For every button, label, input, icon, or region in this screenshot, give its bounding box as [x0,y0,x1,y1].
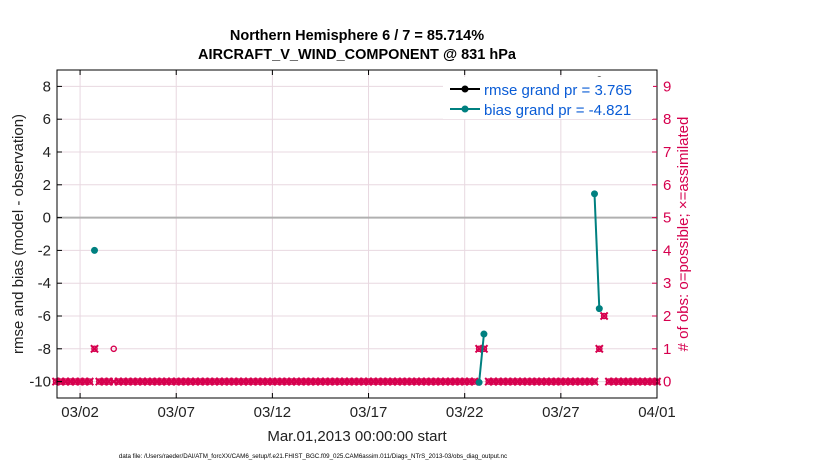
bias-point [591,190,598,198]
x-tick-label: 03/07 [157,404,195,421]
obs-possible-marker [86,378,93,385]
obs-assimilated-marker [85,377,94,386]
plot-area-frame [56,69,658,399]
y-axis-left-label: rmse and bias (model - observation) [10,114,27,354]
y-axis-right-ticks: 0 1 2 3 4 5 6 7 8 9 [652,78,671,391]
y2-tick-label: 2 [663,308,671,325]
chart-title: Northern Hemisphere 6 / 7 = 85.714% [230,28,484,44]
bias-line [593,193,601,309]
x-tick-label: 03/17 [350,404,388,421]
bias-point [480,330,488,338]
x-tick-label: 04/01 [638,404,676,421]
bias-point [91,246,98,254]
y-tick-label: -6 [38,308,51,325]
y-tick-label: 4 [43,144,51,161]
y2-tick-label: 0 [663,374,671,391]
y-axis-right-label: # of obs: o=possible; ×=assimilated [675,117,692,352]
obs-possible-marker [591,378,598,385]
y2-tick-label: 9 [663,78,671,95]
legend-box [443,77,653,119]
y-tick-label: -10 [29,374,51,391]
chart-subtitle: AIRCRAFT_V_WIND_COMPONENT @ 831 hPa [198,47,517,63]
grid-lines [57,70,658,398]
y2-tick-label: 8 [663,111,671,128]
y-tick-label: -4 [38,275,51,292]
legend-bias-label: bias grand pr = -4.821 [484,102,631,119]
obs-possible-marker [91,345,98,353]
y-tick-label: 0 [43,210,51,227]
y-tick-label: 2 [43,177,51,194]
obs-assimilated-marker [590,377,599,386]
legend-rmse-label: rmse grand pr = 3.765 [484,82,632,99]
bias-line [478,333,485,383]
bias-point [475,378,483,386]
obs-possible-marker [600,312,608,320]
x-tick-label: 03/12 [254,404,292,421]
legend: rmse grand pr = 3.765 bias grand pr = -4… [443,77,653,119]
y2-tick-label: 6 [663,177,671,194]
x-axis-label: Mar.01,2013 00:00:00 start [267,428,447,445]
y2-tick-label: 4 [663,242,671,259]
x-axis-ticks: 03/02 03/07 03/12 03/17 03/22 03/27 04/01 [61,70,676,421]
x-tick-label: 03/02 [61,404,99,421]
rmse-bias-series [91,76,603,386]
y-tick-label: -8 [38,341,51,358]
obs-possible-marker [596,345,603,353]
x-tick-label: 03/22 [446,404,484,421]
obs-possible-marker [480,345,488,353]
bias-point [595,305,603,313]
observation-count-series [51,311,662,386]
legend-rmse-swatch-marker [461,85,469,93]
y-tick-label: 6 [43,111,51,128]
y2-tick-label: 3 [663,275,671,292]
y2-tick-label: 1 [663,341,671,358]
obs-assimilated-marker [90,344,99,354]
obs-possible-marker [110,345,118,353]
y-tick-label: -2 [38,242,51,259]
obs-assimilated-marker [599,311,609,321]
y-tick-label: 8 [43,78,51,95]
y-axis-left-ticks: -10 -8 -6 -4 -2 0 2 4 6 8 [29,78,62,391]
obs-assimilated-marker [595,344,604,354]
legend-bias-swatch-marker [461,105,469,113]
y2-tick-label: 5 [663,210,671,227]
y2-tick-label: 7 [663,144,671,161]
data-file-footer: data file: /Users/raeder/DAI/ATM_forcXX/… [119,453,507,460]
x-tick-label: 03/27 [542,404,580,421]
obs-possible-marker [105,378,113,385]
